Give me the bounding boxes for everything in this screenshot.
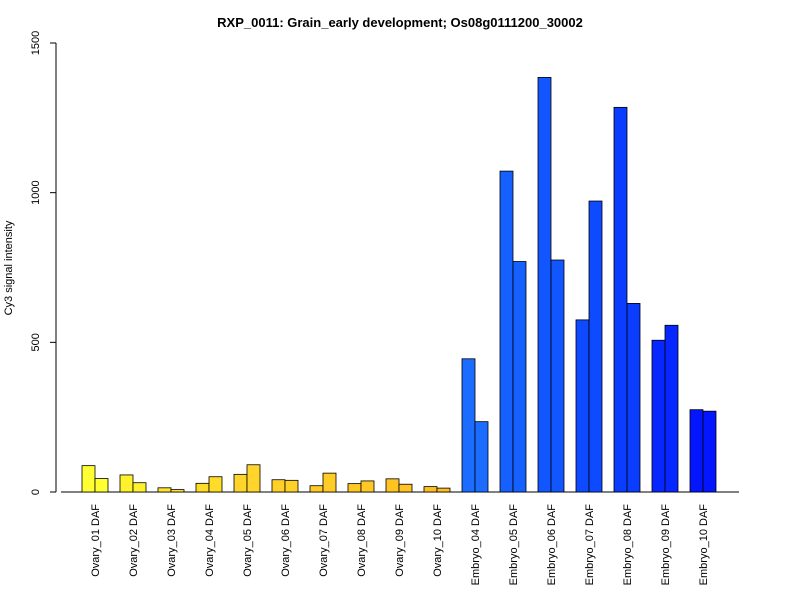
bar <box>271 479 286 493</box>
category-label: Embryo_10 DAF <box>698 504 710 586</box>
bar <box>347 483 362 493</box>
bar <box>512 261 527 493</box>
bar <box>132 482 147 493</box>
bar <box>702 410 717 493</box>
category-label: Ovary_01 DAF <box>90 504 102 577</box>
bar <box>550 259 565 493</box>
bar <box>689 409 704 493</box>
bar <box>613 106 628 493</box>
bar <box>170 489 185 493</box>
bar <box>94 478 109 493</box>
category-label: Embryo_07 DAF <box>584 504 596 586</box>
bar <box>575 319 590 493</box>
bar <box>651 339 666 493</box>
y-tick-label: 1000 <box>30 180 42 204</box>
category-label: Ovary_10 DAF <box>432 504 444 577</box>
bar <box>284 479 299 493</box>
category-label: Ovary_08 DAF <box>356 504 368 577</box>
category-label: Ovary_04 DAF <box>204 504 216 577</box>
bar <box>195 482 210 493</box>
category-label: Embryo_09 DAF <box>660 504 672 586</box>
category-label: Embryo_05 DAF <box>508 504 520 586</box>
bar <box>309 485 324 493</box>
category-label: Ovary_06 DAF <box>280 504 292 577</box>
category-labels: Ovary_01 DAF Ovary_02 DAF Ovary_03 DAF Ovar… <box>90 504 710 586</box>
bar <box>626 303 641 493</box>
y-tick-label: 1500 <box>30 31 42 55</box>
bar <box>499 170 514 493</box>
y-tick-label: 0 <box>30 489 42 495</box>
category-label: Ovary_09 DAF <box>394 504 406 577</box>
bar <box>436 487 451 493</box>
bar <box>246 464 261 493</box>
y-tick-label: 500 <box>30 333 42 351</box>
category-label: Embryo_06 DAF <box>546 504 558 586</box>
category-label: Ovary_05 DAF <box>242 504 254 577</box>
bar <box>588 200 603 493</box>
bar <box>474 421 489 493</box>
bar <box>157 487 172 493</box>
bar <box>81 465 96 493</box>
bar <box>423 486 438 493</box>
category-label: Embryo_08 DAF <box>622 504 634 586</box>
category-label: Ovary_03 DAF <box>166 504 178 577</box>
y-axis: 0 500 1000 1500 <box>30 31 57 495</box>
bar <box>664 324 679 493</box>
category-label: Ovary_02 DAF <box>128 504 140 577</box>
bar <box>208 476 223 493</box>
chart-title: RXP_0011: Grain_early development; Os08g… <box>217 15 583 30</box>
bar <box>537 77 552 493</box>
category-label: Ovary_07 DAF <box>318 504 330 577</box>
bar <box>398 483 413 493</box>
bar <box>461 358 476 493</box>
bar <box>322 472 337 493</box>
bar <box>385 478 400 493</box>
y-axis-label: Cy3 signal intensity <box>3 220 15 315</box>
category-label: Embryo_04 DAF <box>470 504 482 586</box>
bar <box>360 480 375 493</box>
bar <box>119 474 134 493</box>
bars-group <box>81 77 717 493</box>
bar <box>233 473 248 493</box>
